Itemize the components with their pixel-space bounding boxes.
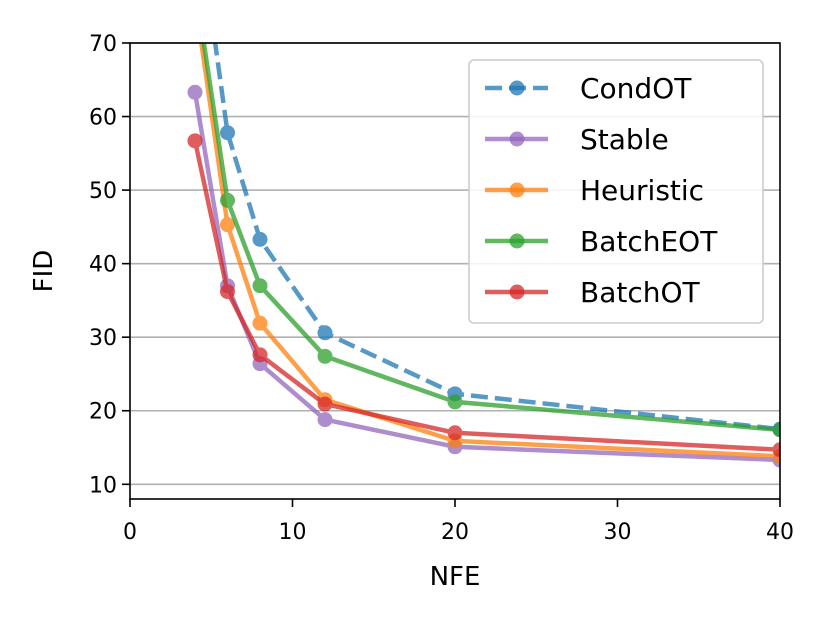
series-batchot: [187, 133, 780, 458]
x-tick-label: 0: [123, 520, 137, 545]
data-point-stable: [187, 84, 203, 100]
data-point-heuristic: [220, 217, 235, 233]
legend-marker-condot: [509, 80, 525, 96]
data-point-heuristic: [252, 315, 268, 331]
legend-item-batcheot: BatchEOT: [485, 225, 718, 258]
data-point-batchot: [252, 347, 268, 363]
x-tick-label: 40: [766, 520, 794, 545]
y-axis-label: FID: [29, 250, 59, 293]
y-tick-label: 20: [89, 400, 117, 425]
legend-marker-heuristic: [509, 182, 525, 198]
x-tick-label: 30: [604, 520, 632, 545]
legend-marker-stable: [509, 131, 525, 147]
data-point-batcheot: [220, 192, 235, 208]
data-point-condot: [252, 231, 268, 247]
y-tick-label: 60: [89, 106, 117, 131]
legend-marker-batchot: [509, 284, 525, 300]
data-point-batcheot: [252, 278, 268, 294]
data-point-stable: [317, 412, 333, 428]
series-line-batchot: [192, 140, 780, 452]
legend-label-heuristic: Heuristic: [580, 174, 704, 207]
series-batcheot: [201, 43, 780, 438]
data-point-batchot: [447, 425, 463, 441]
series-line-heuristic: [199, 43, 780, 459]
legend-label-condot: CondOT: [580, 72, 692, 105]
series-line-condot: [212, 43, 780, 432]
data-point-batcheot: [772, 422, 780, 438]
y-tick-label: 40: [89, 253, 117, 278]
data-point-condot: [220, 125, 235, 141]
y-tick-label: 30: [89, 326, 117, 351]
x-axis-label: NFE: [430, 562, 481, 592]
y-tick-label: 10: [89, 473, 117, 498]
y-tick-label: 50: [89, 179, 117, 204]
data-point-heuristic: [188, 0, 203, 6]
legend: CondOT Stable Heuristic BatchEOT BatchOT: [468, 59, 764, 324]
x-tick-label: 20: [441, 520, 469, 545]
y-tick-label: 70: [89, 32, 117, 57]
legend-marker-batcheot: [509, 233, 525, 249]
data-point-batcheot: [317, 348, 333, 364]
data-point-batchot: [220, 284, 235, 300]
legend-item-stable: Stable: [485, 123, 669, 156]
legend-label-batchot: BatchOT: [580, 276, 701, 309]
legend-item-condot: CondOT: [485, 72, 692, 105]
data-point-batchot: [772, 442, 780, 458]
data-point-batcheot: [447, 394, 463, 410]
legend-item-batchot: BatchOT: [485, 276, 701, 309]
legend-box: [468, 59, 764, 324]
x-tick-label: 10: [279, 520, 307, 545]
legend-label-batcheot: BatchEOT: [580, 225, 718, 258]
legend-label-stable: Stable: [580, 123, 669, 156]
data-point-batchot: [317, 396, 333, 412]
series-line-stable: [192, 91, 780, 463]
data-point-batchot: [187, 133, 203, 149]
series-line-batcheot: [201, 43, 780, 433]
data-point-condot: [317, 325, 333, 341]
legend-item-heuristic: Heuristic: [485, 174, 704, 207]
